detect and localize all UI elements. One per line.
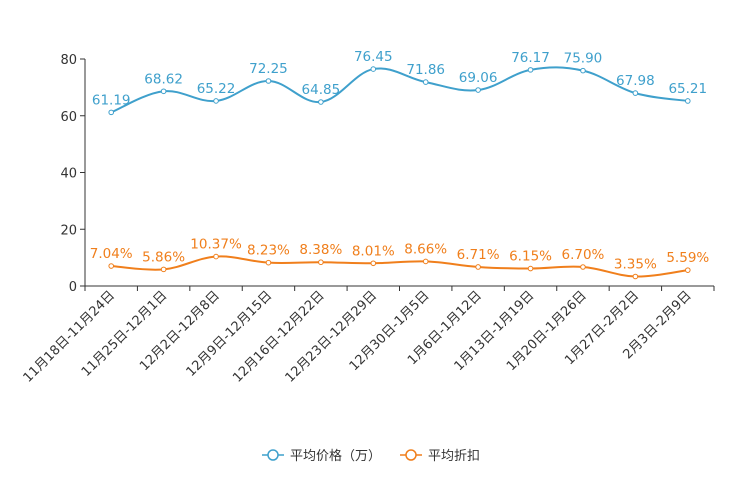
- legend[interactable]: 平均价格（万） 平均折扣: [262, 448, 480, 464]
- data-point[interactable]: [160, 266, 167, 273]
- data-label: 65.21: [668, 81, 707, 97]
- y-tick-label: 0: [69, 280, 77, 295]
- legend-marker-icon: [405, 449, 417, 461]
- data-label: 68.62: [144, 71, 183, 87]
- data-point[interactable]: [318, 259, 324, 266]
- data-label: 5.86%: [142, 249, 185, 265]
- data-point[interactable]: [265, 78, 272, 84]
- series-layer: [108, 66, 691, 280]
- data-label: 8.38%: [299, 242, 342, 258]
- data-label: 67.98: [616, 73, 655, 89]
- y-tick-label: 80: [60, 53, 77, 68]
- y-tick-label: 20: [60, 223, 77, 238]
- data-label: 61.19: [92, 92, 131, 108]
- legend-label: 平均价格（万）: [290, 448, 381, 464]
- data-point[interactable]: [580, 67, 586, 74]
- data-point[interactable]: [527, 67, 534, 73]
- data-point[interactable]: [422, 79, 429, 85]
- legend-item-1[interactable]: 平均折扣: [400, 449, 480, 464]
- legend-label: 平均折扣: [428, 449, 480, 464]
- data-point[interactable]: [684, 98, 691, 104]
- data-point[interactable]: [422, 258, 429, 265]
- data-label: 10.37%: [190, 237, 242, 253]
- data-label: 64.85: [302, 82, 341, 98]
- data-point[interactable]: [213, 98, 219, 104]
- data-label: 8.66%: [404, 241, 447, 257]
- data-point[interactable]: [527, 265, 534, 272]
- y-tick-label: 60: [60, 110, 77, 125]
- data-label: 76.45: [354, 49, 393, 65]
- y-tick-label: 40: [60, 167, 77, 182]
- data-label: 72.25: [249, 61, 288, 77]
- data-label: 65.22: [197, 81, 236, 97]
- legend-marker-icon: [267, 449, 279, 461]
- data-point[interactable]: [370, 260, 377, 267]
- x-tick-label: 12月23日-12月29日: [283, 288, 380, 385]
- data-label: 8.01%: [352, 243, 395, 259]
- x-tick-label: 11月18日-11月24日: [21, 288, 118, 385]
- data-label: 71.86: [406, 62, 445, 78]
- legend-item-0[interactable]: 平均价格（万）: [262, 448, 381, 464]
- data-point[interactable]: [265, 259, 272, 266]
- data-point[interactable]: [632, 273, 639, 280]
- data-point[interactable]: [370, 66, 377, 72]
- data-point[interactable]: [684, 267, 691, 273]
- data-point[interactable]: [632, 90, 639, 96]
- data-point[interactable]: [108, 263, 115, 269]
- data-label: 5.59%: [666, 250, 709, 266]
- data-point[interactable]: [318, 99, 324, 105]
- data-point[interactable]: [475, 264, 481, 270]
- data-label: 69.06: [459, 70, 498, 86]
- data-label: 6.70%: [562, 247, 605, 263]
- data-label: 7.04%: [90, 246, 133, 262]
- data-label: 75.90: [564, 51, 603, 67]
- series-line-1: [111, 255, 688, 278]
- data-point[interactable]: [108, 109, 115, 116]
- data-point[interactable]: [580, 264, 586, 270]
- data-point[interactable]: [213, 253, 219, 260]
- data-label: 8.23%: [247, 243, 290, 259]
- data-point[interactable]: [475, 87, 481, 93]
- data-label: 76.17: [511, 50, 550, 66]
- data-label: 6.15%: [509, 249, 552, 265]
- x-tick-label: 12月16日-12月22日: [230, 288, 327, 385]
- data-point[interactable]: [160, 88, 167, 95]
- data-label: 6.71%: [457, 247, 500, 263]
- data-label: 3.35%: [614, 256, 657, 272]
- data-labels: 61.19 68.62 65.22 72.25 64.85 76.45 71.86 69.06…: [90, 49, 710, 272]
